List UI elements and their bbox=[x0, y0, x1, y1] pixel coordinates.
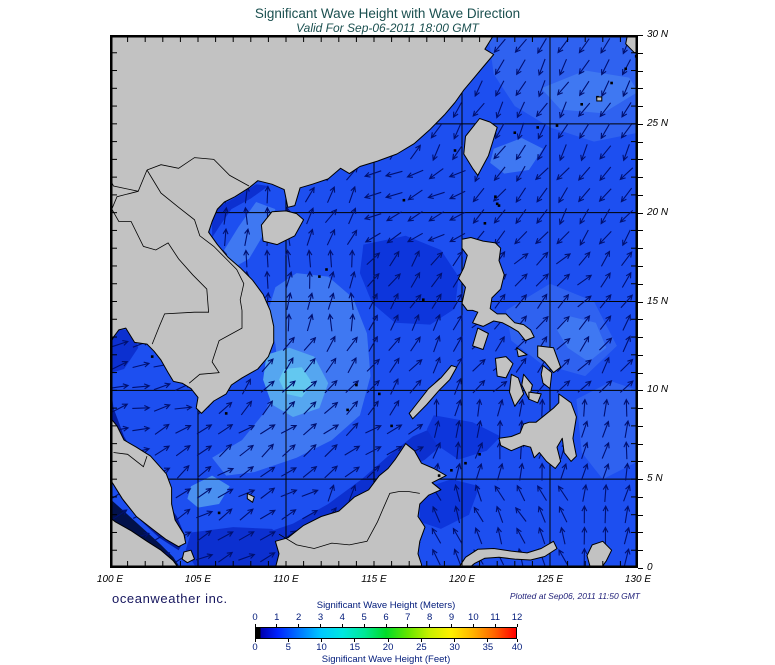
country-borders bbox=[110, 157, 420, 549]
lat-axis-label: 5 N bbox=[647, 473, 663, 485]
lat-minor-tick bbox=[638, 248, 643, 250]
colorbar-meters-label: Significant Wave Height (Meters) bbox=[316, 600, 456, 611]
colorbar-meters-ticks: 0 1 2 3 4 5 6 7 8 9 10 11 12 bbox=[252, 612, 522, 624]
lat-axis-label: 0 bbox=[647, 562, 653, 573]
lat-minor-tick bbox=[638, 194, 643, 196]
meters-tick-value: 3 bbox=[317, 612, 324, 623]
lat-minor-tick bbox=[638, 230, 643, 232]
lon-axis-label: 125 E bbox=[536, 574, 564, 585]
meters-tick-value: 8 bbox=[427, 612, 433, 623]
lat-minor-tick bbox=[638, 70, 643, 72]
lon-axis-label: 100 E bbox=[96, 574, 124, 585]
lat-minor-tick bbox=[638, 514, 643, 516]
lat-minor-tick bbox=[638, 301, 643, 303]
lat-axis-label: 30 N bbox=[647, 29, 669, 40]
lat-minor-tick bbox=[638, 319, 643, 321]
meters-tick-value: 12 bbox=[511, 612, 523, 623]
lat-minor-tick bbox=[638, 337, 643, 339]
lat-minor-tick bbox=[638, 443, 643, 445]
lon-axis-label: 110 E bbox=[273, 574, 299, 585]
lat-minor-tick bbox=[638, 461, 643, 463]
meters-tick-value: 1 bbox=[274, 612, 280, 623]
lat-axis-label: 10 N bbox=[647, 384, 669, 396]
lat-minor-tick bbox=[638, 52, 643, 54]
degree-ticks bbox=[112, 37, 636, 566]
meters-tick-value: 2 bbox=[296, 612, 302, 623]
lat-minor-tick bbox=[638, 265, 643, 267]
lat-minor-tick bbox=[638, 354, 643, 356]
lon-axis-label: 120 E bbox=[448, 574, 476, 585]
lon-axis-label: 105 E bbox=[184, 574, 212, 585]
lat-minor-tick bbox=[638, 532, 643, 534]
meters-tick-value: 4 bbox=[339, 612, 345, 623]
lat-minor-tick bbox=[638, 177, 643, 179]
colorbar-feet-ticks: 0 5 10 15 20 25 30 35 40 bbox=[252, 642, 522, 654]
lat-minor-tick bbox=[638, 88, 643, 90]
feet-tick-value: 5 bbox=[285, 642, 291, 653]
lat-axis-label: 20 N bbox=[647, 206, 669, 218]
meters-tick-value: 7 bbox=[405, 612, 411, 623]
wave-map bbox=[110, 35, 638, 568]
lat-minor-tick bbox=[638, 408, 643, 410]
meters-tick-value: 9 bbox=[448, 612, 455, 623]
lat-minor-tick bbox=[638, 390, 643, 392]
colorbar-gradient bbox=[255, 627, 517, 639]
lon-axis-label: 130 E bbox=[624, 574, 652, 585]
lat-minor-tick bbox=[638, 479, 643, 481]
feet-tick-value: 30 bbox=[449, 642, 460, 653]
meters-tick-value: 0 bbox=[252, 612, 258, 623]
lat-minor-tick bbox=[638, 425, 643, 427]
lat-minor-tick bbox=[638, 550, 643, 552]
plotted-timestamp: Plotted at Sep06, 2011 11:50 GMT bbox=[509, 591, 640, 601]
valid-time-subtitle: Valid For Sep-06-2011 18:00 GMT bbox=[296, 21, 479, 35]
lat-minor-tick bbox=[638, 106, 643, 108]
feet-tick-value: 15 bbox=[349, 642, 361, 653]
lat-minor-tick bbox=[638, 496, 643, 498]
feet-tick-value: 35 bbox=[482, 642, 494, 653]
lat-minor-tick bbox=[638, 212, 643, 214]
feet-tick-value: 0 bbox=[252, 642, 258, 653]
feet-tick-value: 25 bbox=[416, 642, 427, 653]
lat-minor-tick bbox=[638, 372, 643, 374]
lat-axis-label: 15 N bbox=[647, 295, 669, 307]
lat-minor-tick bbox=[638, 141, 643, 143]
feet-tick-value: 20 bbox=[382, 642, 394, 653]
lat-minor-tick bbox=[638, 568, 643, 569]
land-masses bbox=[110, 35, 638, 568]
lat-minor-tick bbox=[638, 123, 643, 125]
meters-tick-value: 5 bbox=[361, 612, 367, 623]
lat-minor-tick bbox=[638, 283, 643, 285]
meters-tick-value: 6 bbox=[383, 612, 389, 623]
colorbar-feet-label: Significant Wave Height (Feet) bbox=[321, 654, 451, 665]
map-canvas bbox=[110, 35, 638, 568]
page-title: Significant Wave Height with Wave Direct… bbox=[254, 6, 521, 21]
lat-minor-tick bbox=[638, 159, 643, 161]
feet-tick-value: 40 bbox=[511, 642, 523, 653]
meters-tick-value: 10 bbox=[468, 612, 479, 623]
lat-axis-label: 25 N bbox=[647, 117, 669, 129]
lon-axis-label: 115 E bbox=[361, 574, 387, 585]
small-islands bbox=[110, 55, 638, 515]
lat-minor-tick bbox=[638, 35, 643, 36]
oceanweather-logo: oceanweather inc. bbox=[112, 591, 228, 606]
feet-tick-value: 10 bbox=[316, 642, 327, 653]
meters-tick-value: 11 bbox=[490, 612, 501, 623]
